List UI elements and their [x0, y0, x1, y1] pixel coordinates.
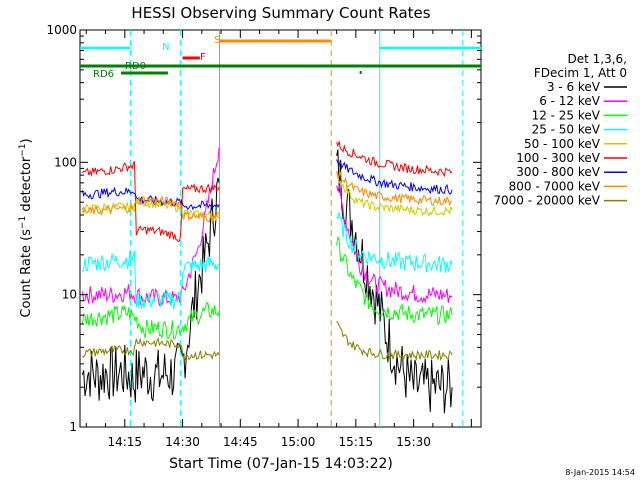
- status-label: RD0: [125, 61, 146, 72]
- status-label: F: [200, 52, 206, 63]
- series-line: [336, 171, 453, 217]
- legend-label: 50 - 100 keV: [524, 137, 601, 151]
- series-line: [81, 177, 220, 403]
- series-line: [336, 184, 453, 304]
- series-line: [336, 320, 453, 362]
- x-axis-label: Start Time (07-Jan-15 14:03:22): [169, 456, 393, 472]
- x-tick-label: 14:45: [223, 435, 258, 449]
- legend-header-line2: FDecim 1, Att 0: [534, 66, 627, 80]
- x-tick-label: 14:30: [165, 435, 200, 449]
- x-tick-label: 14:15: [107, 435, 142, 449]
- legend-label: 25 - 50 keV: [532, 123, 601, 137]
- x-tick-label: 15:15: [339, 435, 374, 449]
- status-label: S: [214, 35, 220, 46]
- legend-label: 800 - 7000 keV: [509, 179, 601, 193]
- series-line: [81, 147, 220, 307]
- mode-boundaries: [130, 30, 464, 427]
- series-line: [81, 186, 220, 211]
- x-tick-label: 15:00: [281, 435, 316, 449]
- legend-header-line1: Det 1,3,6,: [568, 52, 628, 66]
- series-line: [336, 141, 453, 178]
- series-line: [81, 197, 220, 222]
- legend-label: 12 - 25 keV: [532, 108, 601, 122]
- series-layer: [81, 141, 453, 414]
- status-bar: [359, 71, 362, 74]
- status-label: RD6: [93, 69, 114, 80]
- series-line: [82, 336, 220, 361]
- series-line: [336, 149, 453, 414]
- legend-label: 7000 - 20000 keV: [493, 194, 600, 208]
- series-line: [336, 171, 453, 207]
- legend-label: 6 - 12 keV: [539, 94, 601, 108]
- y-tick-label: 1000: [46, 23, 77, 37]
- series-line: [81, 301, 220, 340]
- y-axis-label: Count Rate (s−1 detector−1): [18, 138, 34, 317]
- timestamp: 8-Jan-2015 14:54: [565, 468, 635, 477]
- axes: 1 10 100 1000 14:15 14:30 14:45 15:00 15:15 15:30: [46, 23, 481, 449]
- legend-label: 3 - 6 keV: [547, 80, 601, 94]
- y-tick-label: 1: [69, 420, 77, 434]
- series-line: [336, 235, 453, 326]
- x-tick-label: 15:30: [396, 435, 431, 449]
- chart-title: HESSI Observing Summary Count Rates: [131, 4, 430, 22]
- status-label: N: [162, 42, 169, 53]
- y-tick-label: 100: [54, 155, 77, 169]
- plot-frame: [79, 29, 482, 428]
- y-tick-label: 10: [62, 288, 77, 302]
- legend-label: 100 - 300 keV: [516, 151, 600, 165]
- series-line: [81, 250, 220, 310]
- series-line: [81, 195, 220, 224]
- legend-label: 300 - 800 keV: [516, 165, 600, 179]
- series-line: [336, 159, 453, 195]
- status-bars: N SF RD0 RD6: [80, 35, 481, 80]
- series-line: [336, 212, 453, 273]
- series-line: [81, 161, 220, 243]
